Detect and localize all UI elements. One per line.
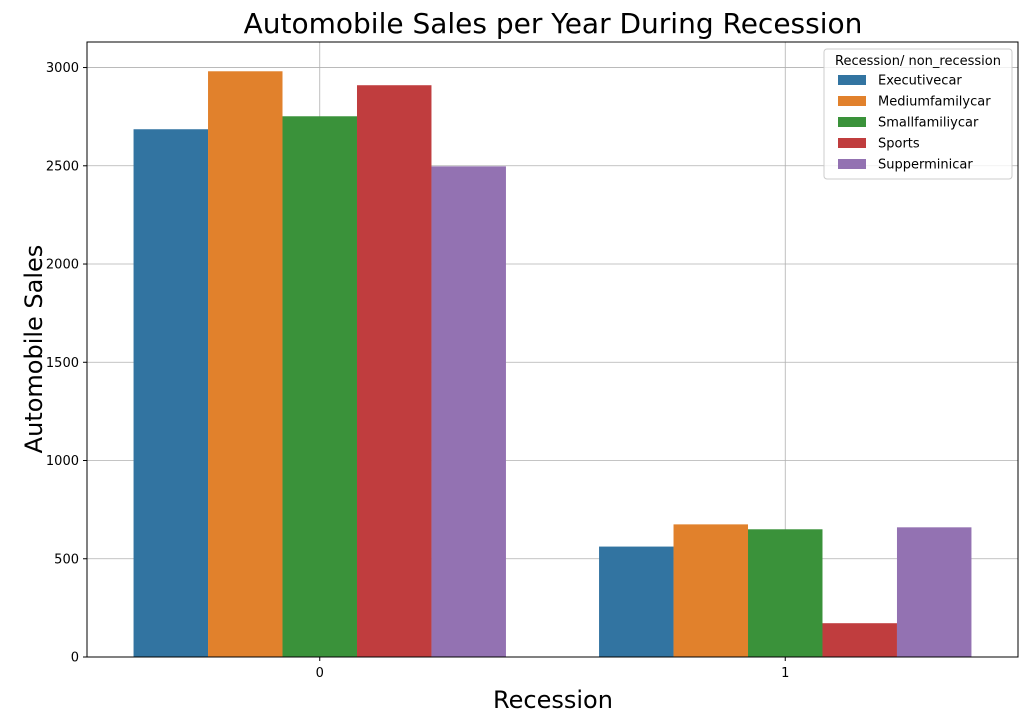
y-tick-label: 2500 bbox=[46, 159, 79, 174]
legend-label-smallfamiliycar: Smallfamiliycar bbox=[878, 116, 979, 131]
legend-swatch-sports bbox=[838, 138, 866, 148]
bar-sports-1 bbox=[822, 623, 897, 657]
y-tick-label: 1500 bbox=[46, 356, 79, 371]
y-axis-ticks: 0 500 1000 1500 2000 2500 3000 bbox=[46, 61, 87, 666]
bar-executivecar-0 bbox=[133, 129, 209, 657]
y-tick-label: 3000 bbox=[46, 61, 79, 76]
x-axis-label: Recession bbox=[493, 686, 613, 714]
y-tick-label: 0 bbox=[71, 651, 79, 666]
legend-title: Recession/ non_recession bbox=[835, 54, 1001, 69]
legend-label-executivecar: Executivecar bbox=[878, 74, 962, 89]
legend-swatch-supperminicar bbox=[838, 159, 866, 169]
legend: Recession/ non_recession Executivecar Med… bbox=[823, 48, 1013, 180]
bars bbox=[133, 71, 972, 658]
bar-mediumfamilycar-0 bbox=[208, 71, 283, 657]
bar-smallfamiliycar-1 bbox=[748, 529, 823, 657]
bar-smallfamiliycar-0 bbox=[282, 116, 357, 658]
legend-swatch-smallfamiliycar bbox=[838, 117, 866, 127]
bar-sports-0 bbox=[356, 85, 432, 658]
x-tick-label: 1 bbox=[781, 666, 789, 681]
x-tick-label: 0 bbox=[316, 666, 324, 681]
plot-frame bbox=[86, 41, 1019, 658]
bar-mediumfamilycar-1 bbox=[673, 524, 749, 657]
legend-label-supperminicar: Supperminicar bbox=[878, 158, 973, 173]
legend-swatch-executivecar bbox=[838, 75, 866, 85]
legend-label-sports: Sports bbox=[878, 137, 920, 152]
y-axis-label: Automobile Sales bbox=[20, 245, 48, 454]
legend-swatch-mediumfamilycar bbox=[838, 96, 866, 106]
y-tick-label: 2000 bbox=[46, 258, 79, 273]
y-tick-label: 1000 bbox=[46, 454, 79, 469]
chart-title: Automobile Sales per Year During Recessi… bbox=[244, 7, 863, 40]
legend-box bbox=[823, 48, 1013, 180]
bar-supperminicar-0 bbox=[431, 166, 506, 657]
bar-supperminicar-1 bbox=[896, 527, 972, 657]
y-tick-label: 500 bbox=[54, 552, 79, 567]
bar-executivecar-1 bbox=[599, 546, 674, 657]
legend-label-mediumfamilycar: Mediumfamilycar bbox=[878, 95, 991, 110]
